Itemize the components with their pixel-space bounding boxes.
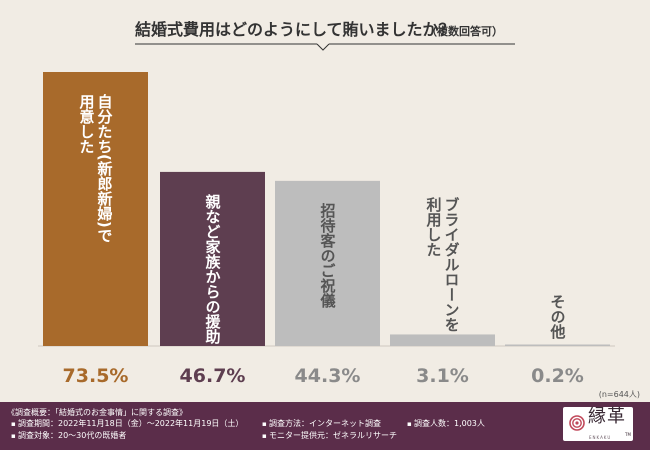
- chart-title-note: （複数回答可）: [426, 24, 503, 38]
- survey-period: 調査期間：2022年11月18日（金）〜2022年11月19日（土）: [11, 418, 243, 430]
- category-label-2-0: 招待客のご祝儀: [319, 202, 337, 309]
- title-chevron-icon: [316, 43, 330, 51]
- bar-2: [275, 180, 380, 346]
- bar-0: [43, 72, 148, 346]
- category-label-0-1: 用意した: [78, 94, 96, 154]
- category-label-3-1: 利用した: [425, 196, 443, 257]
- bar-4: [505, 344, 610, 346]
- chart-title: 結婚式費用はどのようにして賄いましたか？ （複数回答可）: [135, 20, 515, 51]
- survey-target: 調査対象：20〜30代の既婚者: [11, 430, 126, 442]
- category-label-4-0: その他: [549, 294, 567, 340]
- survey-count: 調査人数：1,003人: [407, 418, 485, 430]
- bar-chart: 結婚式費用はどのようにして賄いましたか？ （複数回答可） 自分たち(新郎新婦)で…: [38, 20, 640, 399]
- survey-footer: 《調査概要：「結婚式のお金事情」に関する調査》 調査期間：2022年11月18日…: [0, 402, 650, 450]
- chart-title-text: 結婚式費用はどのようにして賄いましたか？: [135, 20, 455, 39]
- logo-wordmark: 縁革: [588, 406, 626, 427]
- value-label-2: 44.3%: [295, 365, 361, 387]
- bar-1: [160, 171, 265, 346]
- logo-subtext: ENKAKU: [589, 435, 612, 440]
- value-label-4: 0.2%: [531, 365, 584, 387]
- value-label-1: 46.7%: [180, 365, 246, 387]
- survey-overview-title: 《調査概要：「結婚式のお金事情」に関する調査》: [7, 408, 187, 417]
- category-label-3-0: ブライダルローンを: [443, 196, 461, 332]
- bar-3: [390, 334, 495, 346]
- logo-trademark: TM: [625, 432, 631, 437]
- value-label-0: 73.5%: [63, 365, 129, 387]
- knot-logo-icon: [569, 415, 585, 431]
- sample-size-note: (n=644人): [599, 390, 640, 399]
- category-label-1-0: 親など家族からの援助: [204, 193, 222, 345]
- survey-method: 調査方法：インターネット調査: [262, 418, 381, 430]
- category-label-0-0: 自分たち(新郎新婦)で: [96, 93, 114, 243]
- brand-logo: 縁革 ENKAKU TM: [563, 407, 633, 441]
- monitor-provider: モニター提供元：ゼネラルリサーチ: [262, 430, 397, 442]
- value-label-3: 3.1%: [416, 365, 469, 387]
